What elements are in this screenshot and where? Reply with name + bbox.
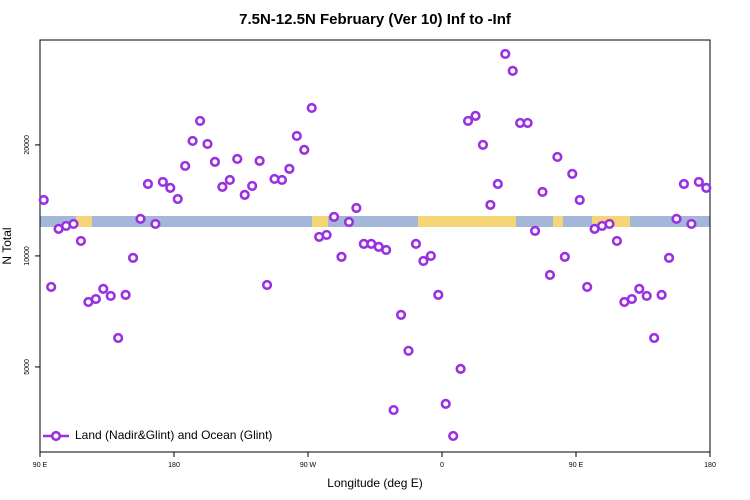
point (537, 186, 548, 198)
point (522, 117, 533, 129)
point (299, 144, 310, 155)
point (381, 244, 392, 256)
point (507, 65, 518, 76)
point (247, 180, 258, 192)
point (38, 194, 49, 206)
point (284, 163, 295, 174)
point (701, 182, 712, 194)
point (239, 189, 250, 200)
point (544, 269, 556, 281)
point (276, 174, 288, 186)
point (165, 182, 176, 194)
legend-label: Land (Nadir&Glint) and Ocean (Glint) (75, 428, 272, 442)
point (209, 156, 221, 167)
point (395, 309, 407, 320)
point (261, 279, 273, 291)
ocean-band (40, 216, 710, 227)
point (462, 115, 474, 127)
point (485, 199, 496, 211)
point (455, 363, 466, 374)
point (559, 251, 570, 262)
point (343, 216, 355, 228)
point (202, 138, 213, 150)
point (477, 139, 489, 151)
y-tick-label: 5000 (24, 359, 31, 375)
point (194, 115, 206, 127)
x-tick-label: 180 (704, 462, 716, 469)
land-patch (418, 216, 516, 227)
land-patch (76, 216, 92, 227)
point (656, 289, 667, 300)
point (470, 110, 481, 121)
point (440, 398, 451, 409)
x-tick-label: 180 (168, 462, 180, 469)
point (127, 252, 139, 263)
point (98, 283, 109, 294)
point (641, 290, 652, 302)
chart-title: 7.5N-12.5N February (Ver 10) Inf to -Inf (239, 11, 512, 28)
point (232, 153, 243, 165)
point (693, 176, 704, 188)
point (328, 211, 340, 222)
point (351, 202, 362, 214)
point (120, 289, 131, 300)
point (574, 194, 585, 206)
point (90, 293, 101, 305)
point (671, 213, 682, 225)
point (150, 218, 161, 230)
point (254, 155, 265, 166)
point (172, 193, 183, 205)
point (634, 283, 645, 294)
point (388, 404, 399, 416)
point (180, 160, 191, 172)
point (410, 238, 422, 249)
point (492, 178, 503, 190)
point (500, 48, 511, 60)
land-patch (553, 216, 563, 227)
point (135, 213, 146, 225)
point (336, 251, 347, 262)
point (217, 181, 228, 192)
point (142, 178, 154, 190)
point (626, 293, 637, 305)
point (552, 151, 563, 163)
point (433, 289, 444, 300)
point (425, 250, 436, 262)
point (187, 135, 198, 147)
point (611, 235, 623, 247)
point (678, 178, 690, 190)
x-tick-label: 0 (440, 462, 444, 469)
point (604, 218, 615, 230)
legend-marker (50, 430, 62, 442)
point (306, 102, 317, 114)
point (649, 332, 660, 344)
point (403, 345, 414, 356)
y-axis-label: N Total (0, 227, 14, 264)
land-patch (312, 216, 328, 227)
point (529, 225, 541, 237)
point (321, 229, 332, 241)
x-tick-label: 90 E (33, 462, 48, 469)
point (686, 218, 697, 230)
point (291, 130, 302, 142)
point (567, 168, 578, 179)
point (75, 235, 87, 247)
point (68, 218, 79, 230)
y-tick-label: 10000 (24, 246, 31, 266)
point (46, 281, 57, 293)
x-axis-label: Longitude (deg E) (327, 476, 422, 490)
point (157, 176, 168, 188)
point (224, 174, 235, 186)
point (448, 430, 459, 442)
x-tick-label: 90 E (569, 462, 584, 469)
point (105, 290, 116, 302)
point (663, 252, 675, 263)
point (582, 281, 593, 293)
y-tick-label: 20000 (24, 135, 31, 155)
plot-frame (39, 39, 711, 453)
x-tick-label: 90 W (300, 462, 317, 469)
point (418, 255, 429, 267)
point (113, 332, 124, 344)
